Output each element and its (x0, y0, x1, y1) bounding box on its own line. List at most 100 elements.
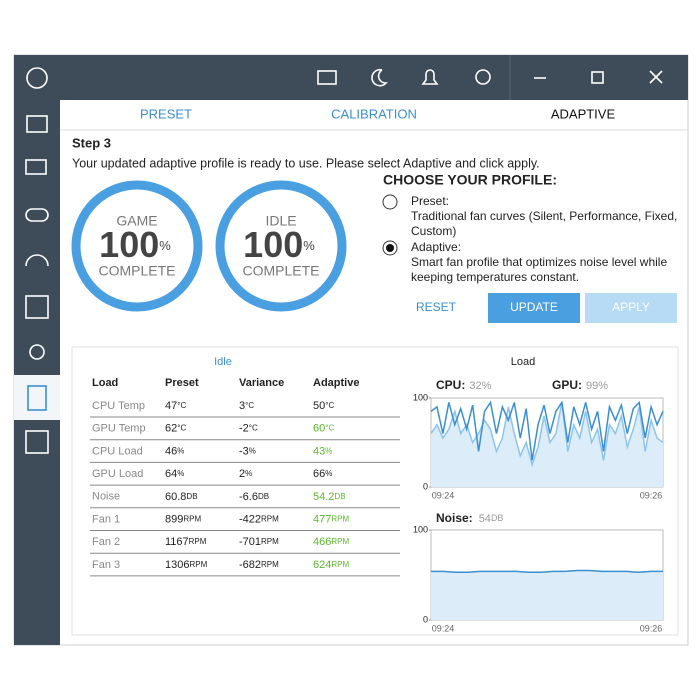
option-desc: Smart fan profile that optimizes noise l… (411, 255, 667, 269)
row-label: Noise (92, 491, 120, 503)
cell: 2% (239, 468, 252, 480)
icon-disk[interactable] (25, 430, 49, 454)
area (431, 402, 663, 487)
y-tick-label: 100 (413, 392, 428, 402)
radio-dot (386, 244, 394, 252)
row-label: GPU Temp (92, 423, 146, 435)
icon-gamepad[interactable] (25, 208, 49, 222)
close[interactable] (649, 70, 663, 84)
step: Step 3 (72, 135, 111, 150)
cell: -422RPM (239, 513, 279, 525)
icon-monitor[interactable] (25, 159, 47, 175)
ring-label: GAME (116, 213, 157, 229)
cell-unit: % (325, 469, 332, 478)
cell: -6.6DB (239, 491, 269, 503)
line (430, 400, 664, 461)
load-title: Load (511, 356, 535, 368)
x-label: 09:26 (640, 623, 663, 633)
progress-ring (71, 180, 203, 312)
cell-unit: RPM (189, 560, 207, 569)
cell-unit: °C (177, 401, 186, 410)
cell-value: 50 (313, 400, 325, 412)
cell-value: 66 (313, 468, 325, 480)
icon-light[interactable] (29, 344, 45, 360)
legend-name: CPU: (436, 378, 465, 392)
cell-unit: RPM (261, 560, 279, 569)
option-desc: keeping temperatures constant. (411, 270, 579, 284)
cell-unit: °C (325, 401, 334, 410)
ring-number: 100 (99, 224, 159, 265)
area (431, 570, 663, 620)
update-button[interactable] (488, 293, 580, 323)
reset-button[interactable]: RESET (416, 300, 457, 314)
cell-unit: °C (177, 424, 186, 433)
tab[interactable]: PRESET (140, 106, 192, 121)
cell-unit: RPM (261, 515, 279, 524)
cell: -682RPM (239, 559, 279, 571)
ring-status: COMPLETE (242, 263, 319, 279)
apply-button[interactable] (585, 293, 677, 323)
cell-value: 43 (313, 445, 325, 457)
cell-unit: °C (325, 424, 334, 433)
radio[interactable] (382, 194, 398, 210)
noise-reading: 54 (479, 513, 491, 525)
row-label: GPU Load (92, 468, 143, 480)
cell-value: 64 (165, 468, 177, 480)
sidebar-active (14, 375, 60, 420)
icon-dashboard[interactable] (26, 115, 48, 133)
cell: -3% (239, 445, 256, 457)
icon-gauge[interactable] (25, 254, 49, 267)
apply-label[interactable]: APPLY (612, 300, 650, 314)
cell-unit: % (249, 447, 256, 456)
sidebar-icons[interactable] (25, 67, 49, 454)
icon-settings[interactable] (475, 69, 491, 85)
legend: GPU: 99% (552, 378, 608, 392)
icon-fan[interactable] (25, 295, 49, 319)
table-title: Idle (214, 356, 232, 368)
line (430, 402, 664, 468)
cell-value: 899 (165, 513, 183, 525)
update-label[interactable]: UPDATE (510, 300, 558, 314)
cell-value: 1306 (165, 559, 189, 571)
icon-moon[interactable] (371, 68, 388, 87)
cell: 46% (165, 445, 184, 457)
cell-unit: % (325, 447, 332, 456)
icon-bell[interactable] (421, 69, 439, 85)
cell: 1167RPM (165, 536, 207, 548)
cell: 64% (165, 468, 184, 480)
cell-value: 3 (239, 400, 245, 412)
cell-unit: °C (245, 401, 254, 410)
cell-unit: % (177, 447, 184, 456)
tab[interactable]: CALIBRATION (331, 106, 417, 121)
cell: 3°C (239, 400, 254, 412)
cell-unit: RPM (183, 515, 201, 524)
cell-unit: °C (249, 424, 258, 433)
cell-value: 54.2 (313, 491, 334, 503)
ring-unit: % (159, 238, 171, 253)
x-label: 09:24 (432, 623, 455, 633)
icon-camera[interactable] (317, 70, 337, 85)
cell: 62°C (165, 423, 186, 435)
top-icons[interactable] (317, 55, 663, 100)
icon-clipboard[interactable] (27, 385, 47, 411)
noise-unit: DB (491, 513, 504, 523)
cell: 1306RPM (165, 559, 208, 571)
y-tick-label: 0 (423, 481, 428, 491)
option-desc: Custom) (411, 224, 456, 238)
row-label: Fan 1 (92, 513, 120, 525)
cell-value: 466 (313, 536, 331, 548)
table-header: Adaptive (313, 377, 359, 389)
ring-label: IDLE (265, 213, 296, 229)
row-label: CPU Temp (92, 400, 145, 412)
row-label: Fan 3 (92, 559, 120, 571)
tab[interactable]: ADAPTIVE (551, 106, 616, 121)
maximize[interactable] (591, 71, 604, 84)
cell-value: 477 (313, 513, 331, 525)
cell: 54.2DB (313, 491, 346, 503)
top-bar (14, 55, 688, 100)
cell-value: 46 (165, 445, 177, 457)
legend-reading: 99% (586, 380, 608, 392)
cell: 477RPM (313, 513, 349, 525)
message: Your updated adaptive profile is ready t… (72, 156, 540, 170)
